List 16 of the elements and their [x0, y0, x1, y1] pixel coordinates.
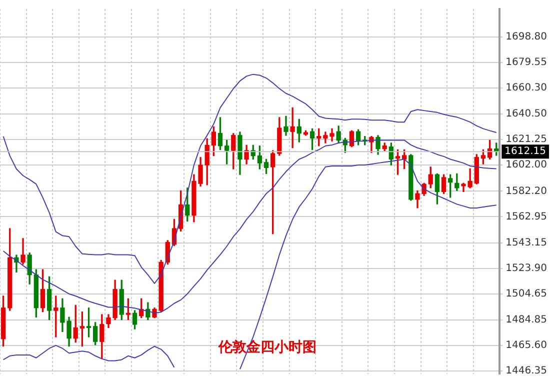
- y-tick-label: 1660.30: [506, 82, 548, 94]
- candlestick: [290, 107, 295, 148]
- y-tick-label: 1602.00: [506, 160, 548, 171]
- y-tick-label: 1504.65: [506, 288, 548, 300]
- ref-line-label: 1612.15: [504, 146, 546, 158]
- y-tick-label: 1562.95: [506, 211, 548, 222]
- y-tick-label: 1543.15: [506, 237, 548, 248]
- y-tick-label: 1698.80: [506, 32, 548, 43]
- y-tick-label: 1621.25: [506, 134, 548, 146]
- y-tick-label: 1465.60: [506, 340, 548, 352]
- y-tick-label: 1523.90: [506, 262, 548, 274]
- y-tick-label: 1679.55: [506, 57, 548, 68]
- y-tick-label: 1446.35: [506, 365, 548, 376]
- y-tick-label: 1582.20: [506, 186, 548, 197]
- y-tick-label: 1640.50: [506, 108, 548, 120]
- y-tick-label: 1484.85: [506, 314, 548, 326]
